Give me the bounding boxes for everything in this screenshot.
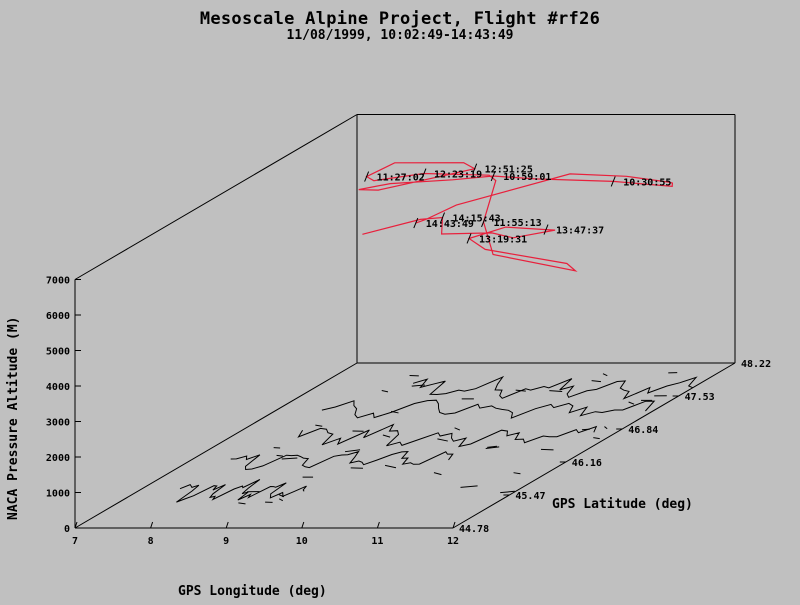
coastline-fragment <box>602 373 608 377</box>
coastline-fragment <box>315 424 323 427</box>
time-label: 10:30:55 <box>623 177 671 188</box>
chart-title: Mesoscale Alpine Project, Flight #rf26 <box>199 9 601 29</box>
x-tick-label: 12 <box>447 536 459 547</box>
time-marker <box>543 224 549 235</box>
time-marker <box>610 176 616 187</box>
floor-back-edge <box>74 362 358 529</box>
z-tick-label: 3000 <box>46 418 70 429</box>
y-tick-label: 44.78 <box>459 524 489 535</box>
coastline-contour <box>176 479 307 503</box>
x-tick-label: 10 <box>296 536 308 547</box>
coastline-contour <box>230 450 454 471</box>
y-axis-line <box>452 362 736 529</box>
time-label: 13:47:37 <box>556 226 604 237</box>
coastline-fragment <box>628 401 635 405</box>
coastline-fragment <box>487 445 498 448</box>
time-marker <box>472 163 478 174</box>
x-tick-label: 7 <box>72 536 78 547</box>
y-tick-label: 47.53 <box>685 392 715 403</box>
time-marker <box>481 216 486 228</box>
time-label: 14:15:43 <box>453 214 501 225</box>
x-tick <box>150 521 154 529</box>
time-marker <box>490 170 496 182</box>
coastline-fragment <box>500 490 515 494</box>
coastline-fragment <box>381 389 389 393</box>
coastline-fragment <box>454 427 461 431</box>
z-axis-label: NACA Pressure Altitude (M) <box>6 317 21 521</box>
coastline-fragment <box>513 472 521 475</box>
coastline-fragment <box>549 390 563 392</box>
coastline-fragment <box>278 494 285 498</box>
time-label: 12:23:19 <box>434 170 482 181</box>
plot-box <box>74 114 736 529</box>
coastline-fragment <box>515 389 526 392</box>
x-tick <box>301 521 305 529</box>
time-marker <box>364 171 370 182</box>
coastline-fragment <box>390 410 399 414</box>
coastline-fragment <box>581 428 590 431</box>
time-label: 11:27:02 <box>377 173 425 184</box>
coastline-contour <box>297 423 598 448</box>
time-marker <box>440 212 445 223</box>
coastline-fragment <box>433 472 442 476</box>
time-label: 13:19:31 <box>479 234 527 245</box>
time-marker <box>466 233 472 244</box>
time-label: 14:43:49 <box>426 219 474 230</box>
time-label: 11:55:13 <box>494 218 542 229</box>
time-marker <box>413 217 419 229</box>
x-tick-label: 9 <box>223 536 229 547</box>
coastline-fragment <box>238 502 246 505</box>
x-tick-label: 11 <box>371 536 383 547</box>
time-label: 12:51:25 <box>485 165 533 176</box>
x-tick <box>376 521 380 529</box>
coastline-fragment <box>460 485 478 488</box>
x-tick <box>74 521 78 529</box>
coastline-fragment <box>591 380 602 383</box>
coastline-fragment <box>540 448 554 451</box>
y-axis-label: GPS Latitude (deg) <box>552 497 693 512</box>
coastline-fragment <box>344 449 361 453</box>
x-tick <box>225 521 229 529</box>
coastline-fragment <box>281 457 298 460</box>
coastline-fragment <box>278 498 284 502</box>
y-tick-label: 48.22 <box>741 359 771 370</box>
coastline-fragment <box>382 434 391 438</box>
chart-subtitle: 11/08/1999, 10:02:49-14:43:49 <box>286 28 514 43</box>
z-tick-label: 5000 <box>46 347 70 358</box>
time-marker <box>421 168 427 179</box>
coastline-fragment <box>437 438 448 442</box>
y-tick-label: 45.47 <box>515 491 545 502</box>
x-tick-label: 8 <box>148 536 154 547</box>
time-label: 10:59:01 <box>503 172 551 183</box>
x-axis-label: GPS Longitude (deg) <box>178 584 327 599</box>
top-left-edge <box>74 114 358 280</box>
y-tick-label: 46.16 <box>572 458 602 469</box>
y-tick-label: 46.84 <box>628 425 658 436</box>
coastline-fragment <box>604 426 608 430</box>
x-tick <box>452 521 456 529</box>
coastline-contour <box>321 399 656 419</box>
coastline-fragment <box>411 384 425 387</box>
coastline-map <box>176 372 698 505</box>
coastline-fragment <box>384 464 397 469</box>
z-tick-label: 6000 <box>46 311 70 322</box>
z-tick-label: 1000 <box>46 489 70 500</box>
coastline-fragment <box>593 437 600 440</box>
time-labels: 10:30:55 10:59:01 11:27:02 11:55:13 12:23:19… <box>364 163 671 245</box>
z-tick-label: 2000 <box>46 453 70 464</box>
z-tick-label: 7000 <box>46 276 70 287</box>
z-tick-label: 0 <box>64 524 70 535</box>
z-tick-label: 4000 <box>46 382 70 393</box>
coastline-contour <box>412 375 698 400</box>
coastline-fragment <box>276 454 283 457</box>
coastline-fragment <box>485 446 500 449</box>
